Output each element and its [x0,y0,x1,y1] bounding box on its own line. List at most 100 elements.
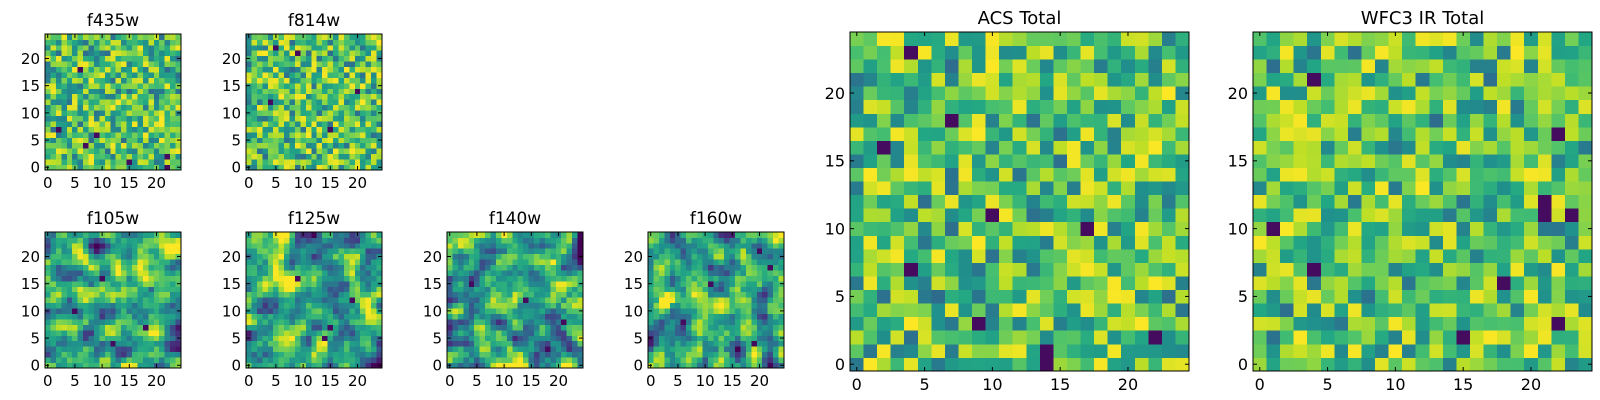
heatmap-cell [311,313,318,320]
heatmap-cell [72,72,79,78]
heatmap-cell [1456,167,1471,182]
heatmap-cell [696,275,703,282]
heatmap-cell [311,280,318,287]
heatmap-cell [284,121,290,127]
heatmap-cell [1148,330,1163,345]
heatmap-cell [256,131,263,138]
heatmap-cell [664,357,671,363]
heatmap-cell [1442,221,1457,236]
heatmap-cell [153,61,160,68]
heatmap-cell [77,137,84,144]
heatmap-cell [153,82,160,89]
heatmap-cell [756,302,763,309]
heatmap-cell [1402,248,1417,263]
heatmap-cell [985,167,1000,182]
heatmap-cell [110,66,117,73]
heatmap-cell [724,259,730,266]
heatmap-cell [121,34,127,40]
heatmap-cell [72,357,79,363]
heatmap-cell [338,66,345,73]
heatmap-cell [756,280,763,287]
heatmap-cell [153,297,160,304]
heatmap-cell [88,148,95,155]
heatmap-cell [66,82,73,89]
heatmap-cell [251,362,258,369]
heatmap-cell [1039,357,1054,372]
heatmap-cell [707,242,714,249]
heatmap-cell [528,302,535,309]
heatmap-cell [479,253,486,260]
heatmap-cell [479,286,486,293]
heatmap-cell [1429,276,1444,291]
x-tick-label: 15 [321,372,340,390]
heatmap-cell [1266,235,1281,250]
heatmap-cell [544,335,551,342]
heatmap-cell [267,77,274,84]
heatmap-cell [55,148,62,155]
heatmap-cell [1012,316,1027,331]
heatmap-cell [294,55,301,62]
heatmap-cell [495,340,502,347]
heatmap-cell [1161,208,1176,223]
heatmap-cell [175,39,182,46]
heatmap-cell [327,291,334,298]
heatmap-cell [83,82,89,89]
heatmap-cell [61,44,68,51]
heatmap-cell [539,357,546,363]
heatmap-cell [55,286,62,293]
heatmap-cell [343,329,350,336]
heatmap-cell [713,346,720,353]
heatmap-cell [251,259,258,266]
heatmap-cell [110,164,117,171]
heatmap-cell [653,340,660,347]
heatmap-cell [958,126,973,141]
heatmap-cell [45,286,51,293]
heatmap-cell [566,340,573,347]
heatmap-cell [877,140,892,155]
heatmap-cell [300,248,307,255]
heatmap-cell [354,159,361,165]
heatmap-cell [850,262,864,277]
heatmap-cell [517,291,524,298]
heatmap-cell [517,232,524,238]
heatmap-cell [126,121,133,127]
heatmap-cell [267,259,274,266]
heatmap-cell [773,324,779,331]
heatmap-cell [170,362,176,369]
heatmap-cell [1551,248,1566,263]
heatmap-cell [278,137,285,144]
heatmap-cell [528,346,535,353]
heatmap-cell [735,357,741,363]
heatmap-cell [72,142,79,149]
heatmap-cell [50,44,57,51]
heatmap-cell [99,329,106,336]
heatmap-cell [691,259,698,266]
heatmap-cell [289,324,296,331]
heatmap-cell [142,357,149,363]
heatmap-cell [77,232,84,238]
heatmap-cell [294,313,301,320]
heatmap-cell [132,99,138,106]
heatmap-cell [278,351,285,358]
heatmap-cell [773,275,779,282]
heatmap-cell [534,324,540,331]
heatmap-cell [566,362,573,369]
heatmap-cell [148,153,155,160]
heatmap-cell [523,351,529,358]
heatmap-cell [566,237,573,244]
heatmap-cell [474,270,481,276]
heatmap-cell [104,286,111,293]
heatmap-cell [77,319,84,325]
heatmap-cell [1361,343,1376,358]
heatmap-cell [251,297,258,304]
heatmap-cell [354,291,361,298]
heatmap-cell [371,44,377,51]
heatmap-cell [702,351,709,358]
heatmap-cell [164,324,171,331]
heatmap-cell [756,313,763,320]
heatmap-cell [61,297,68,304]
heatmap-cell [256,82,263,89]
heatmap-cell [142,302,149,309]
heatmap-cell [137,291,144,298]
heatmap-cell [555,313,562,320]
